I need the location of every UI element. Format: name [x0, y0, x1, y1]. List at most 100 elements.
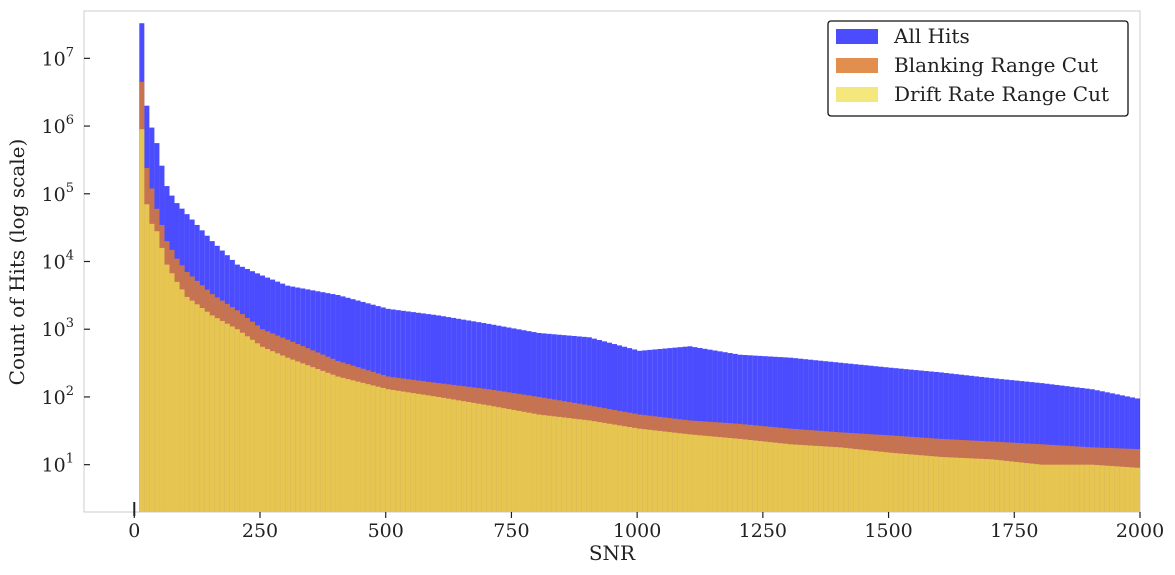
x-axis: 0 250 500 750 1000 1250 1500 1750 2000: [128, 502, 1164, 542]
bar: [958, 457, 964, 512]
bar: [848, 448, 854, 512]
bar: [249, 339, 255, 512]
bar: [295, 361, 301, 512]
bar: [632, 427, 638, 512]
bar: [1039, 464, 1045, 512]
bar: [667, 432, 673, 512]
bar: [229, 326, 235, 512]
bar: [184, 296, 190, 512]
bar: [712, 436, 718, 512]
y-axis-title: Count of Hits (log scale): [5, 139, 29, 386]
bar: [1089, 464, 1095, 512]
bar: [441, 397, 447, 512]
bar: [642, 429, 648, 512]
bar: [969, 458, 975, 512]
bar: [390, 390, 396, 512]
bar: [727, 438, 733, 512]
y-tick-label: 101: [42, 452, 74, 477]
bar: [933, 456, 939, 512]
bar: [752, 440, 758, 512]
bar: [456, 400, 462, 512]
y-tick-label: 106: [42, 113, 74, 138]
bar: [788, 444, 794, 512]
bar: [1049, 464, 1055, 512]
bar: [793, 444, 799, 512]
bar: [546, 415, 552, 512]
bar: [606, 423, 612, 512]
bar: [1034, 464, 1040, 512]
bar: [888, 452, 894, 512]
bar: [340, 377, 346, 512]
bar: [209, 315, 215, 512]
bar: [687, 434, 693, 512]
bar: [144, 204, 150, 512]
bar: [330, 374, 336, 512]
bar: [380, 387, 386, 512]
bar: [682, 433, 688, 512]
x-tick-label: 1250: [739, 520, 787, 542]
bar: [1054, 464, 1060, 512]
bar: [722, 437, 728, 512]
legend-label: Drift Rate Range Cut: [894, 82, 1109, 106]
bar: [938, 456, 944, 512]
bar: [777, 443, 783, 512]
bar: [491, 406, 497, 512]
bar: [1094, 465, 1100, 512]
x-tick-label: 1750: [990, 520, 1038, 542]
bar: [496, 407, 502, 512]
bar: [571, 418, 577, 512]
bar: [516, 410, 522, 512]
bar: [285, 357, 291, 512]
bar: [355, 381, 361, 512]
bar: [164, 264, 170, 512]
bar: [174, 281, 180, 512]
bar: [1029, 463, 1035, 512]
bar: [581, 419, 587, 512]
bar: [556, 416, 562, 512]
bar: [275, 353, 281, 512]
bar: [425, 395, 431, 512]
bar: [828, 446, 834, 512]
y-tick-label: 103: [42, 316, 74, 341]
bar: [219, 320, 225, 512]
x-tick-label: 1000: [613, 520, 661, 542]
bar: [400, 391, 406, 512]
bar: [576, 419, 582, 512]
bar: [154, 231, 160, 512]
bar: [1104, 465, 1110, 512]
legend-label: All Hits: [893, 24, 970, 48]
bar: [622, 426, 628, 512]
bar: [486, 405, 492, 512]
bar: [1024, 463, 1030, 512]
bar: [923, 455, 929, 512]
bar: [883, 452, 889, 512]
bar: [601, 422, 607, 512]
bar: [979, 458, 985, 512]
bar: [1079, 464, 1085, 512]
bar: [526, 412, 532, 512]
x-tick-label: 2000: [1116, 520, 1164, 542]
bar: [858, 449, 864, 512]
bar: [873, 451, 879, 512]
bar: [179, 289, 185, 512]
bar: [239, 332, 245, 512]
bar: [647, 429, 653, 512]
bar: [360, 382, 366, 512]
bar: [375, 386, 381, 512]
bar: [677, 433, 683, 512]
bar: [481, 404, 487, 512]
bar: [320, 370, 326, 512]
bar: [742, 439, 748, 512]
bar: [833, 447, 839, 512]
bar: [737, 438, 743, 512]
bar: [762, 441, 768, 512]
x-tick-label: 500: [368, 520, 404, 542]
bar: [782, 443, 788, 512]
bar: [1064, 464, 1070, 512]
bar: [1119, 466, 1125, 512]
bar: [310, 367, 316, 512]
bar: [430, 396, 436, 512]
bar: [566, 418, 572, 512]
bar: [772, 442, 778, 512]
bar: [627, 427, 633, 512]
